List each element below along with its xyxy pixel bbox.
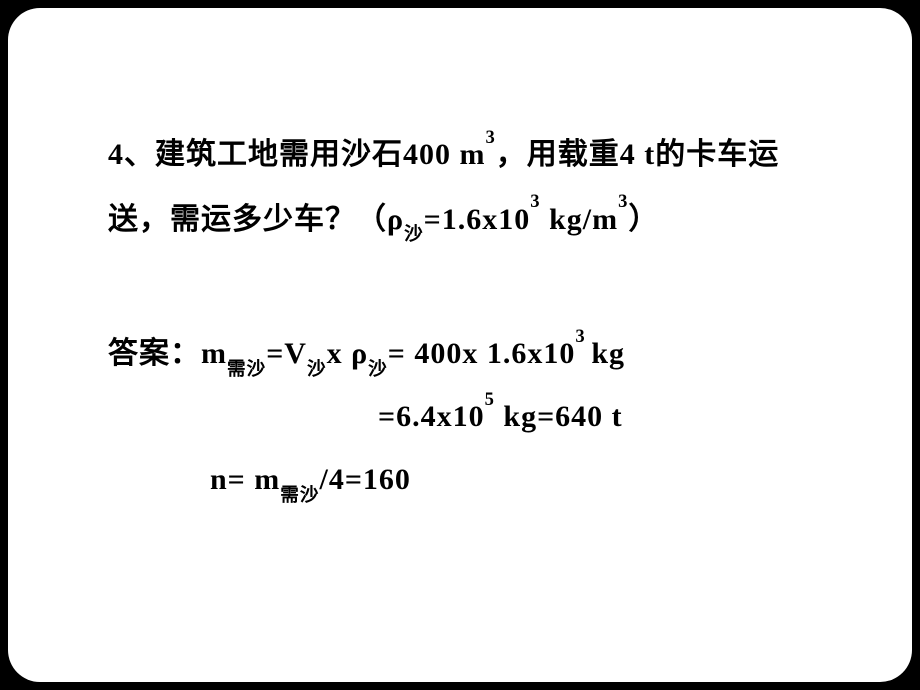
a1-p4: = 400x 1.6x10 <box>388 337 576 370</box>
a3-p2: /4=160 <box>319 463 410 496</box>
q-exp2: 3 <box>530 191 540 212</box>
answer-label: 答案： <box>108 337 201 370</box>
a1-p5: kg <box>591 337 625 370</box>
a1-s1: 需沙 <box>227 359 266 380</box>
a1-p3: x ρ <box>327 337 369 370</box>
a1-p2: =V <box>266 337 307 370</box>
answer-line-3: n= m需沙/4=160 <box>108 448 812 511</box>
q-sub1: 沙 <box>404 224 424 245</box>
q-part3: =1.6x10 <box>424 203 531 236</box>
a1-e1: 3 <box>575 326 591 347</box>
question-number: 4 <box>108 138 124 171</box>
answer-line-2: =6.4x105 kg=640 t <box>108 385 812 448</box>
a1-p1: m <box>201 337 227 370</box>
a3-p1: n= m <box>210 463 280 496</box>
question-text: 4、建筑工地需用沙石400 m3，用载重4 t的卡车运送，需运多少车？（ρ沙=1… <box>108 123 812 252</box>
a1-s2: 沙 <box>307 359 327 380</box>
a2-e1: 5 <box>485 389 495 410</box>
a2-p1: =6.4x10 <box>378 400 485 433</box>
q-part4: kg/m <box>549 203 618 236</box>
a3-s1: 需沙 <box>280 485 319 506</box>
q-exp3: 3 <box>618 191 628 212</box>
q-sp <box>541 203 550 236</box>
a2-p2: kg=640 t <box>495 400 623 433</box>
q-exp1: 3 <box>486 127 496 148</box>
slide: 4、建筑工地需用沙石400 m3，用载重4 t的卡车运送，需运多少车？（ρ沙=1… <box>8 8 912 682</box>
a1-s3: 沙 <box>368 359 388 380</box>
q-part1: 、建筑工地需用沙石400 m <box>124 138 486 171</box>
answer-line-1: 答案：m需沙=V沙x ρ沙= 400x 1.6x103 kg <box>108 322 812 385</box>
q-end: ） <box>628 203 659 236</box>
